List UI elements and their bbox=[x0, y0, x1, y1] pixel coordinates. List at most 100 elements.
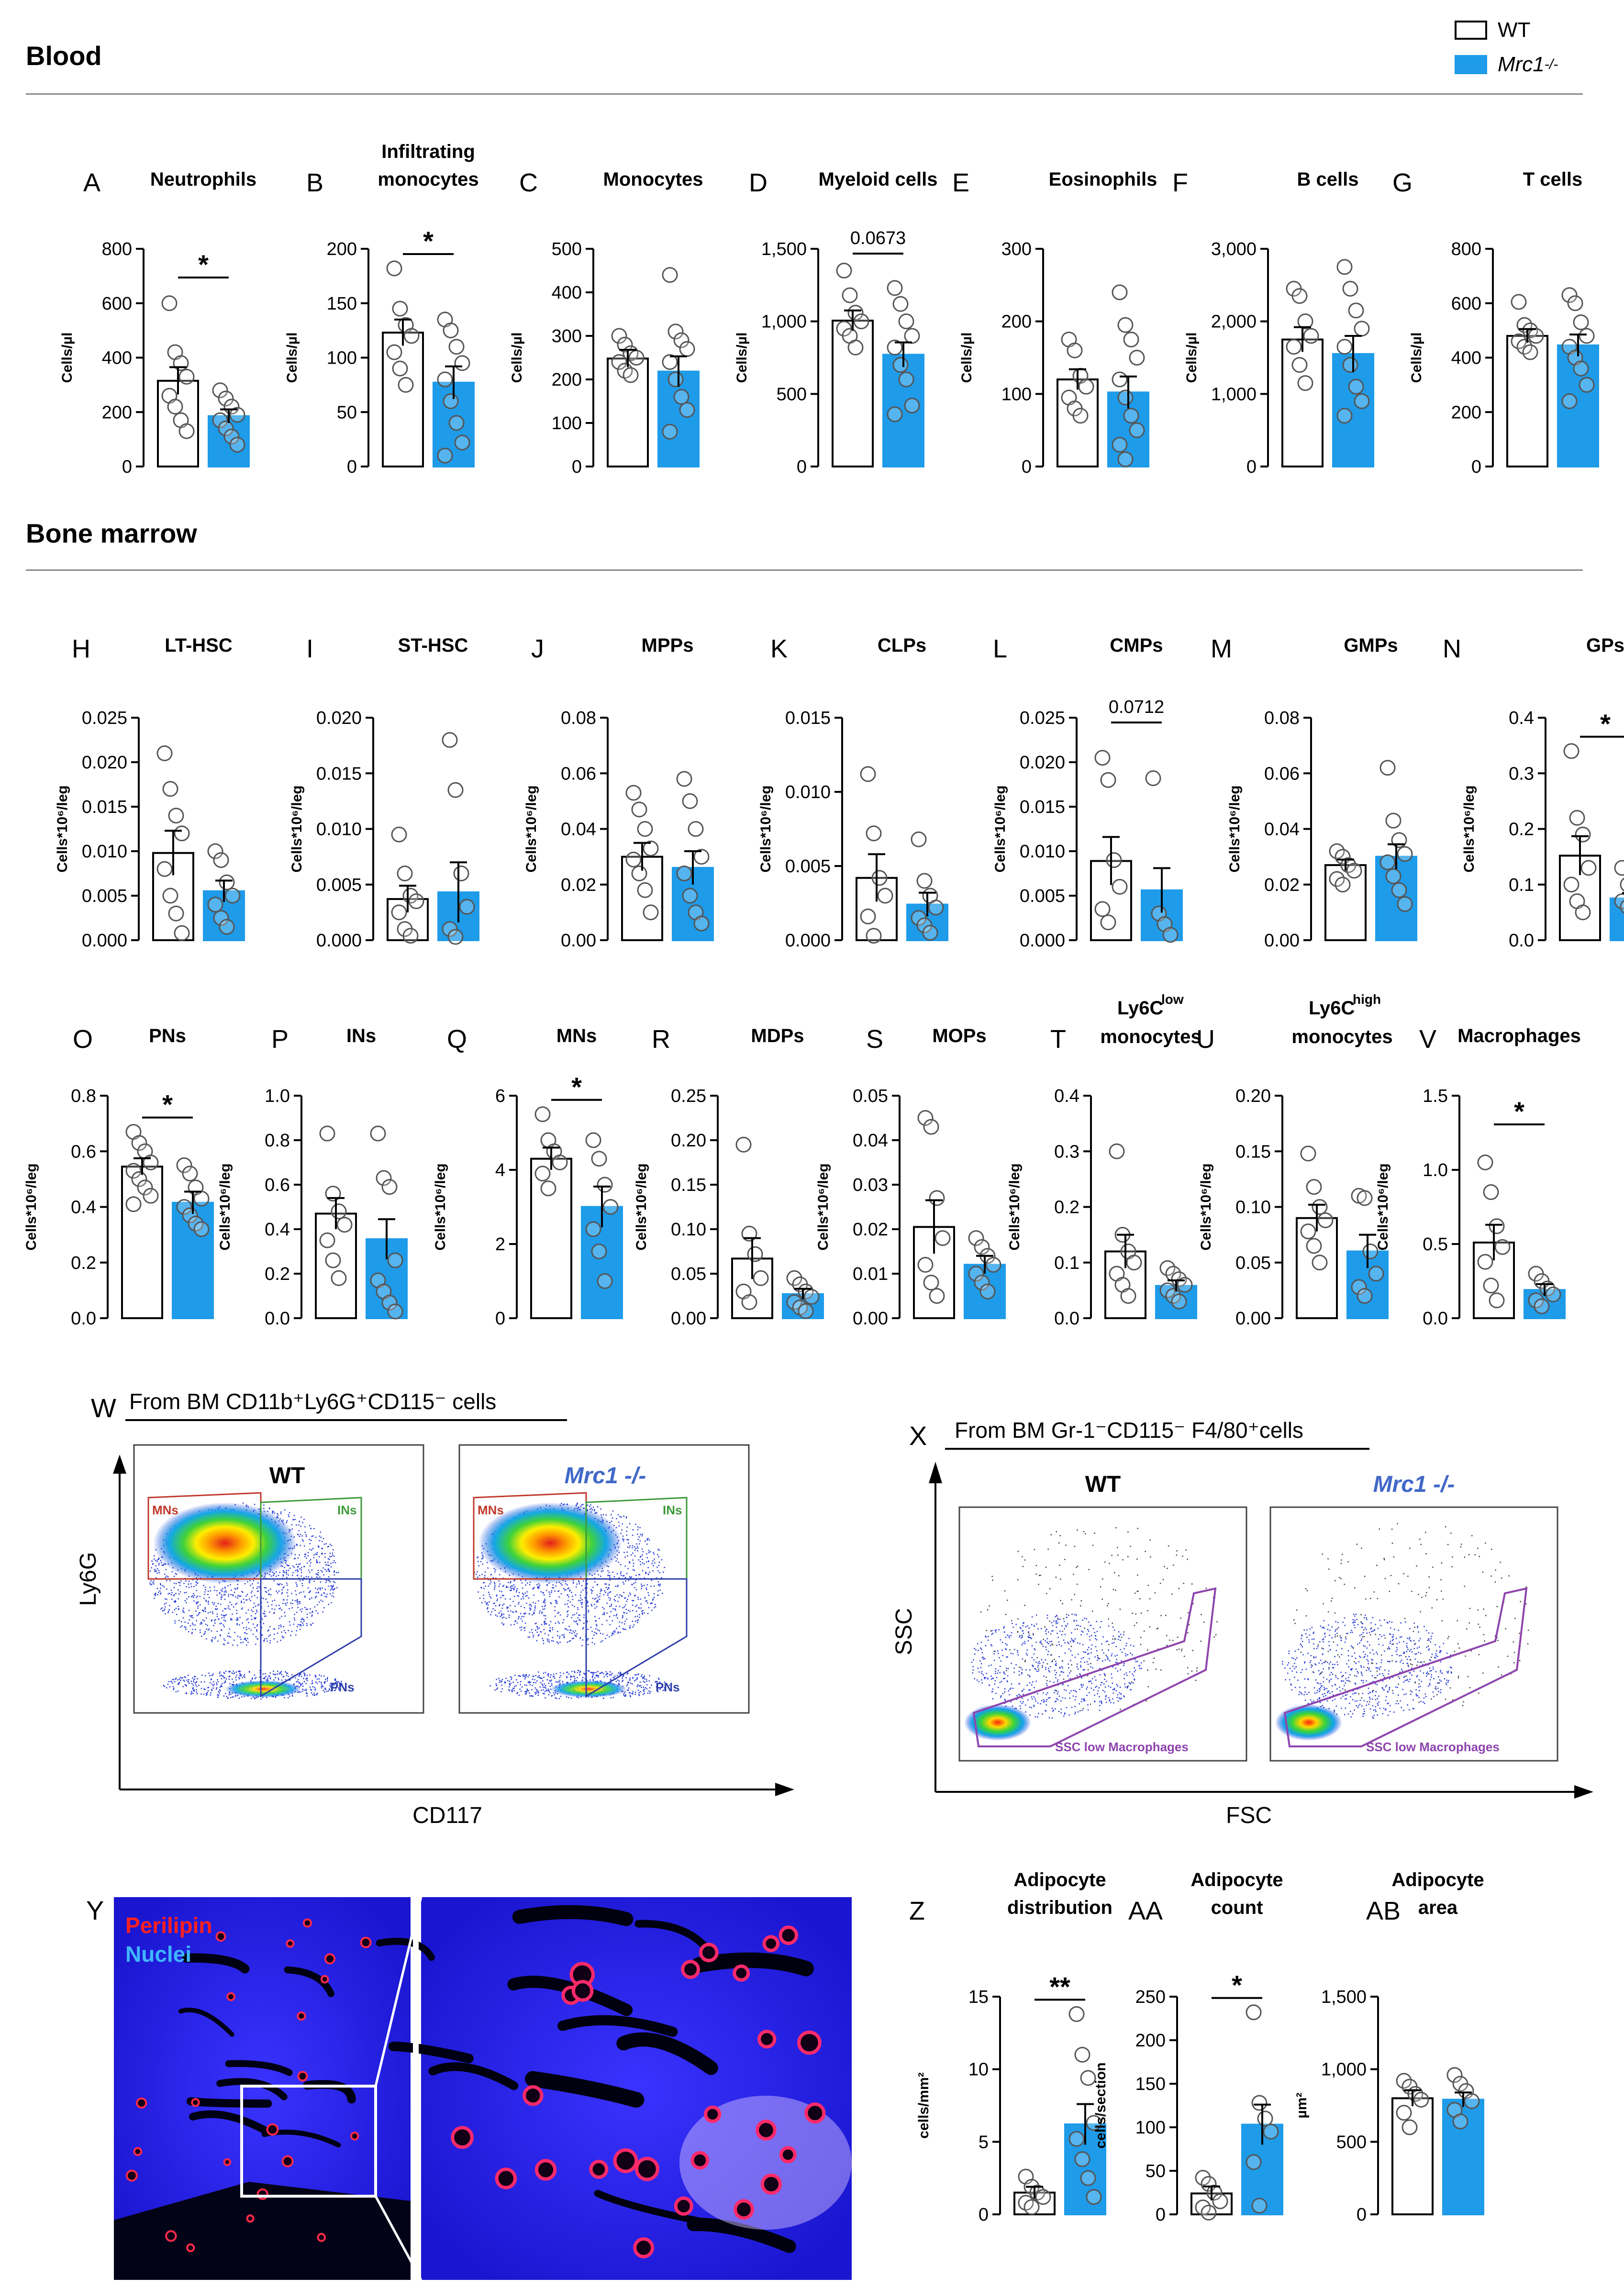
chart-aa: AA Adipocyte count 0 50 100 150 200 250 cells/sec… bbox=[1093, 1869, 1283, 2225]
tissue-channel bbox=[507, 1976, 633, 2016]
y-tick-label: 0.010 bbox=[316, 820, 362, 840]
data-point bbox=[219, 874, 235, 890]
density-hotspot bbox=[225, 1680, 301, 1698]
data-point bbox=[904, 328, 920, 344]
data-point bbox=[597, 1177, 613, 1193]
y-tick-label: 0.0 bbox=[71, 1309, 96, 1329]
data-point bbox=[1257, 2111, 1273, 2127]
bar-charts: A Neutrophils0200400600800Cells/µl*BInfil… bbox=[23, 141, 1624, 2225]
adipocyte bbox=[136, 2097, 147, 2109]
panel-letter: W bbox=[91, 1393, 116, 1423]
chart-d: D Myeloid cells 0 500 1,000 1,500 Cells/µl 0.06… bbox=[734, 168, 937, 477]
adipocyte bbox=[757, 2030, 777, 2049]
chart-title: GMPs bbox=[1344, 635, 1398, 656]
y-axis-label: Cells/µl bbox=[59, 333, 75, 383]
data-point bbox=[631, 801, 647, 818]
data-point bbox=[1286, 339, 1302, 355]
data-point bbox=[917, 1256, 934, 1273]
data-point bbox=[1563, 877, 1580, 893]
chart-title: INs bbox=[346, 1025, 376, 1046]
tissue-channel bbox=[525, 2071, 645, 2108]
section-blood: Blood bbox=[26, 41, 102, 71]
y-axis-label: cells/mm² bbox=[916, 2072, 932, 2138]
data-point bbox=[207, 897, 223, 913]
data-point bbox=[1123, 408, 1139, 424]
data-point bbox=[631, 866, 647, 881]
chart-g: G T cells 0 200 400 600 800 Cells/µl bbox=[1392, 168, 1599, 477]
adipocyte bbox=[523, 2085, 544, 2106]
data-point bbox=[1569, 810, 1585, 826]
adipocyte bbox=[246, 2214, 255, 2223]
y-tick-label: 100 bbox=[552, 413, 582, 433]
y-tick-label: 1.0 bbox=[265, 1086, 290, 1106]
data-point bbox=[1489, 1218, 1505, 1234]
data-point bbox=[552, 1155, 568, 1170]
data-point bbox=[442, 732, 458, 748]
y-tick-label: 0.025 bbox=[82, 708, 127, 728]
data-point bbox=[1336, 339, 1353, 355]
chart-title-sup: high bbox=[1353, 992, 1381, 1007]
data-point bbox=[319, 1125, 335, 1142]
data-point bbox=[1385, 812, 1402, 829]
y-axis-label: Cells/µl bbox=[959, 333, 975, 383]
data-point bbox=[682, 793, 698, 809]
adipocyte bbox=[266, 2123, 279, 2136]
data-point bbox=[1159, 1260, 1176, 1276]
data-point bbox=[218, 390, 234, 407]
panel-letter: Z bbox=[909, 1897, 925, 1925]
data-point bbox=[1614, 893, 1624, 910]
data-point bbox=[625, 851, 642, 867]
data-point bbox=[1129, 350, 1145, 366]
y-tick-label: 1.0 bbox=[1423, 1160, 1448, 1180]
significance-label: * bbox=[162, 1089, 173, 1120]
y-tick-label: 0.08 bbox=[561, 708, 596, 728]
tissue-channel bbox=[376, 1938, 435, 1961]
panel-letter: P bbox=[271, 1025, 289, 1054]
data-point bbox=[1120, 1288, 1136, 1304]
section-bone-marrow: Bone marrow bbox=[26, 518, 197, 548]
y-tick-label: 0 bbox=[1156, 2205, 1166, 2225]
data-point bbox=[448, 339, 465, 355]
data-point bbox=[1342, 357, 1358, 373]
event-cloud bbox=[489, 1670, 670, 1700]
y-tick-label: 150 bbox=[1135, 2074, 1166, 2094]
data-point bbox=[597, 1273, 613, 1289]
data-point bbox=[625, 785, 642, 801]
data-point bbox=[207, 843, 223, 859]
flow-x-arrow bbox=[1574, 1785, 1593, 1799]
data-point bbox=[974, 1239, 990, 1255]
data-point bbox=[602, 1199, 619, 1215]
y-tick-label: 0.3 bbox=[1054, 1142, 1079, 1162]
data-point bbox=[1072, 408, 1089, 424]
adipocyte bbox=[320, 1975, 329, 1984]
y-tick-label: 0.005 bbox=[1020, 886, 1065, 906]
chart-q: Q MNs 0 2 4 6 Cells*10⁶/leg * bbox=[433, 1025, 623, 1329]
chart-o: O PNs 0.0 0.2 0.4 0.6 0.8 Cells*10⁶/leg * bbox=[23, 1025, 214, 1329]
y-axis-label: Cells*10⁶/leg bbox=[634, 1163, 649, 1250]
y-axis-label: Cells/µl bbox=[509, 333, 525, 383]
y-tick-label: 0.15 bbox=[671, 1175, 706, 1195]
y-tick-label: 200 bbox=[1451, 402, 1481, 422]
legend-ko-sup: -/- bbox=[1544, 56, 1558, 72]
data-point bbox=[1396, 2105, 1412, 2121]
data-point bbox=[1563, 743, 1580, 759]
data-point bbox=[213, 910, 229, 926]
tissue-channel bbox=[388, 2041, 474, 2064]
data-point bbox=[454, 434, 470, 451]
adipocyte bbox=[350, 2132, 359, 2141]
data-point bbox=[137, 1179, 153, 1196]
panel-letter: N bbox=[1443, 634, 1461, 663]
y-tick-label: 0.00 bbox=[1235, 1309, 1271, 1329]
data-point bbox=[182, 1166, 198, 1182]
data-point bbox=[319, 1232, 335, 1248]
data-point bbox=[1291, 357, 1308, 373]
data-point bbox=[929, 1190, 945, 1206]
data-point bbox=[892, 357, 909, 373]
section-rule-bone-marrow bbox=[26, 569, 1583, 571]
adipocyte bbox=[571, 1980, 594, 2002]
data-point bbox=[1100, 914, 1116, 931]
data-point bbox=[898, 313, 914, 330]
chart-title: MPPs bbox=[642, 635, 694, 656]
data-point bbox=[218, 420, 234, 436]
chart-a: A Neutrophils 0 200 400 600 800 Cells/µl * bbox=[59, 168, 256, 477]
